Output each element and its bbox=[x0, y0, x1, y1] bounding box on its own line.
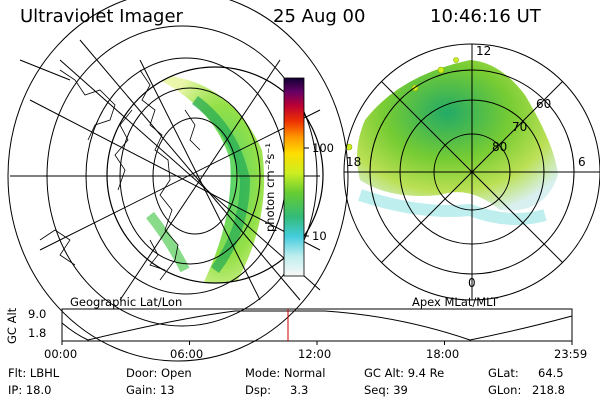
timeline-y-tick-9: 9.0 bbox=[28, 307, 47, 321]
geo-panel-caption: Geographic Lat/Lon bbox=[70, 295, 183, 309]
date-label: 25 Aug 00 bbox=[273, 6, 366, 27]
glat-value: 64.5 bbox=[538, 366, 564, 380]
coastlines bbox=[39, 69, 201, 281]
timeline-y-tick-1: 1.8 bbox=[28, 326, 47, 340]
door-info: Door: Open bbox=[126, 366, 192, 380]
polar-panel-caption: Apex MLat/MLT bbox=[412, 295, 499, 309]
ip-info: IP: 18.0 bbox=[8, 383, 52, 397]
mode-info: Mode: Normal bbox=[245, 366, 326, 380]
instrument-title: Ultraviolet Imager bbox=[20, 6, 183, 27]
timeline-axis-title: GC Alt bbox=[5, 307, 19, 344]
glat-label: GLat: bbox=[488, 366, 519, 380]
timeline-x-tick-0600: 06:00 bbox=[170, 347, 204, 361]
timeline-x-tick-2359: 23:59 bbox=[554, 347, 588, 361]
aurora-polar bbox=[356, 60, 558, 225]
dsp-label: Dsp: bbox=[245, 383, 272, 397]
gc-alt-info: GC Alt: 9.4 Re bbox=[364, 366, 445, 380]
timeline-x-tick-0000: 00:00 bbox=[44, 347, 78, 361]
mlt-label-18: 18 bbox=[346, 155, 362, 169]
dsp-value: 3.3 bbox=[290, 383, 309, 397]
gain-info: Gain: 13 bbox=[126, 383, 175, 397]
glon-label: GLon: bbox=[488, 383, 522, 397]
timeline-x-tick-1800: 18:00 bbox=[426, 347, 460, 361]
time-label: 10:46:16 UT bbox=[430, 6, 541, 27]
colorbar-tick-100: 100 bbox=[312, 141, 334, 155]
mlat-label-80: 80 bbox=[492, 140, 508, 154]
seq-info: Seq: 39 bbox=[364, 383, 408, 397]
mlt-label-0: 0 bbox=[468, 276, 476, 290]
colorbar-unit-label: photon cm⁻²s⁻¹ bbox=[263, 143, 277, 232]
aurora-geo bbox=[146, 75, 265, 283]
mlat-label-70: 70 bbox=[512, 120, 528, 134]
filter-info: Flt: LBHL bbox=[8, 366, 60, 380]
aurora-spots bbox=[345, 57, 459, 151]
timeline-x-tick-1200: 12:00 bbox=[298, 347, 332, 361]
mlat-label-60: 60 bbox=[536, 97, 552, 111]
colorbar-tick-10: 10 bbox=[312, 229, 327, 243]
mlt-label-12: 12 bbox=[476, 44, 492, 58]
glon-value: 218.8 bbox=[532, 383, 565, 397]
polar-grid bbox=[343, 43, 600, 301]
mlt-label-6: 6 bbox=[578, 155, 586, 169]
